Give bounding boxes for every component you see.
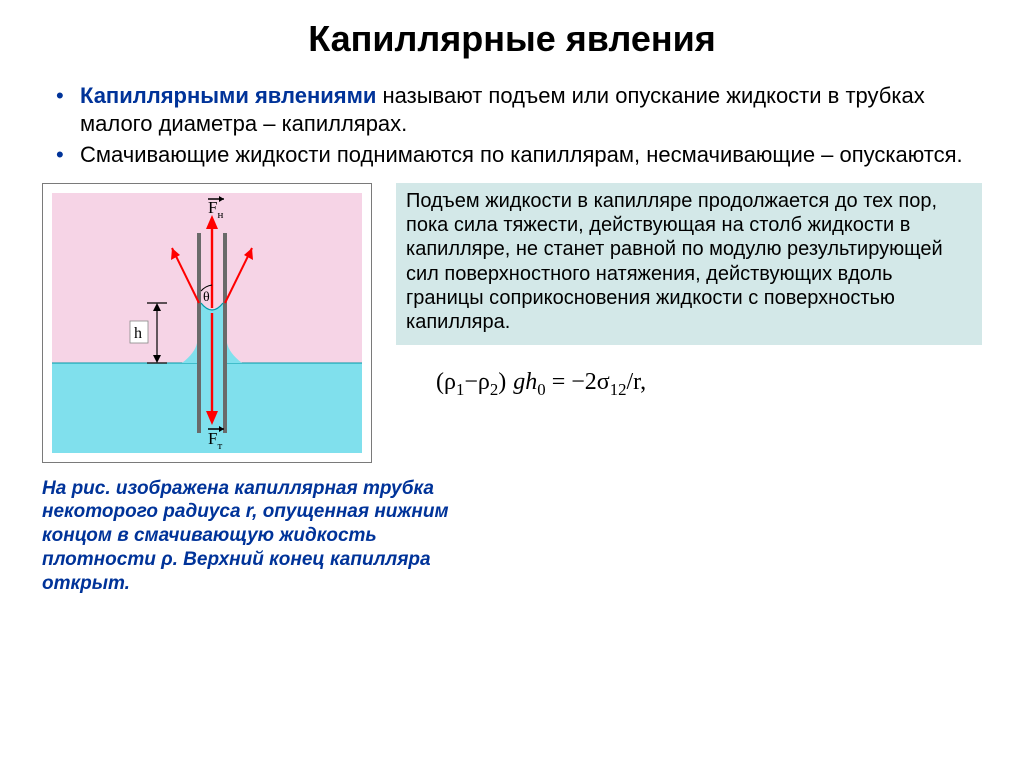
bullet-item: • Капиллярными явлениями называют подъем… (52, 82, 982, 137)
figure-frame: h Fн Fт θ (42, 183, 372, 463)
formula: (ρ1−ρ2) gh0 = −2σ12/r, (396, 361, 982, 400)
bullet-list: • Капиллярными явлениями называют подъем… (52, 82, 982, 169)
bullet-item: • Смачивающие жидкости поднимаются по ка… (52, 141, 982, 169)
svg-text:h: h (134, 325, 142, 342)
bullet-dot-icon: • (52, 82, 80, 110)
bullet-text: Капиллярными явлениями называют подъем и… (80, 82, 982, 137)
bullet-dot-icon: • (52, 141, 80, 169)
info-box: Подъем жидкости в капилляре продолжается… (396, 183, 982, 345)
bullet-term: Капиллярными явлениями (80, 83, 376, 108)
page-title: Капиллярные явления (42, 18, 982, 60)
figure-caption: На рис. изображена капиллярная трубка не… (42, 477, 472, 596)
capillary-diagram: h Fн Fт θ (52, 193, 362, 453)
bullet-text: Смачивающие жидкости поднимаются по капи… (80, 141, 963, 169)
svg-text:θ: θ (203, 290, 210, 305)
